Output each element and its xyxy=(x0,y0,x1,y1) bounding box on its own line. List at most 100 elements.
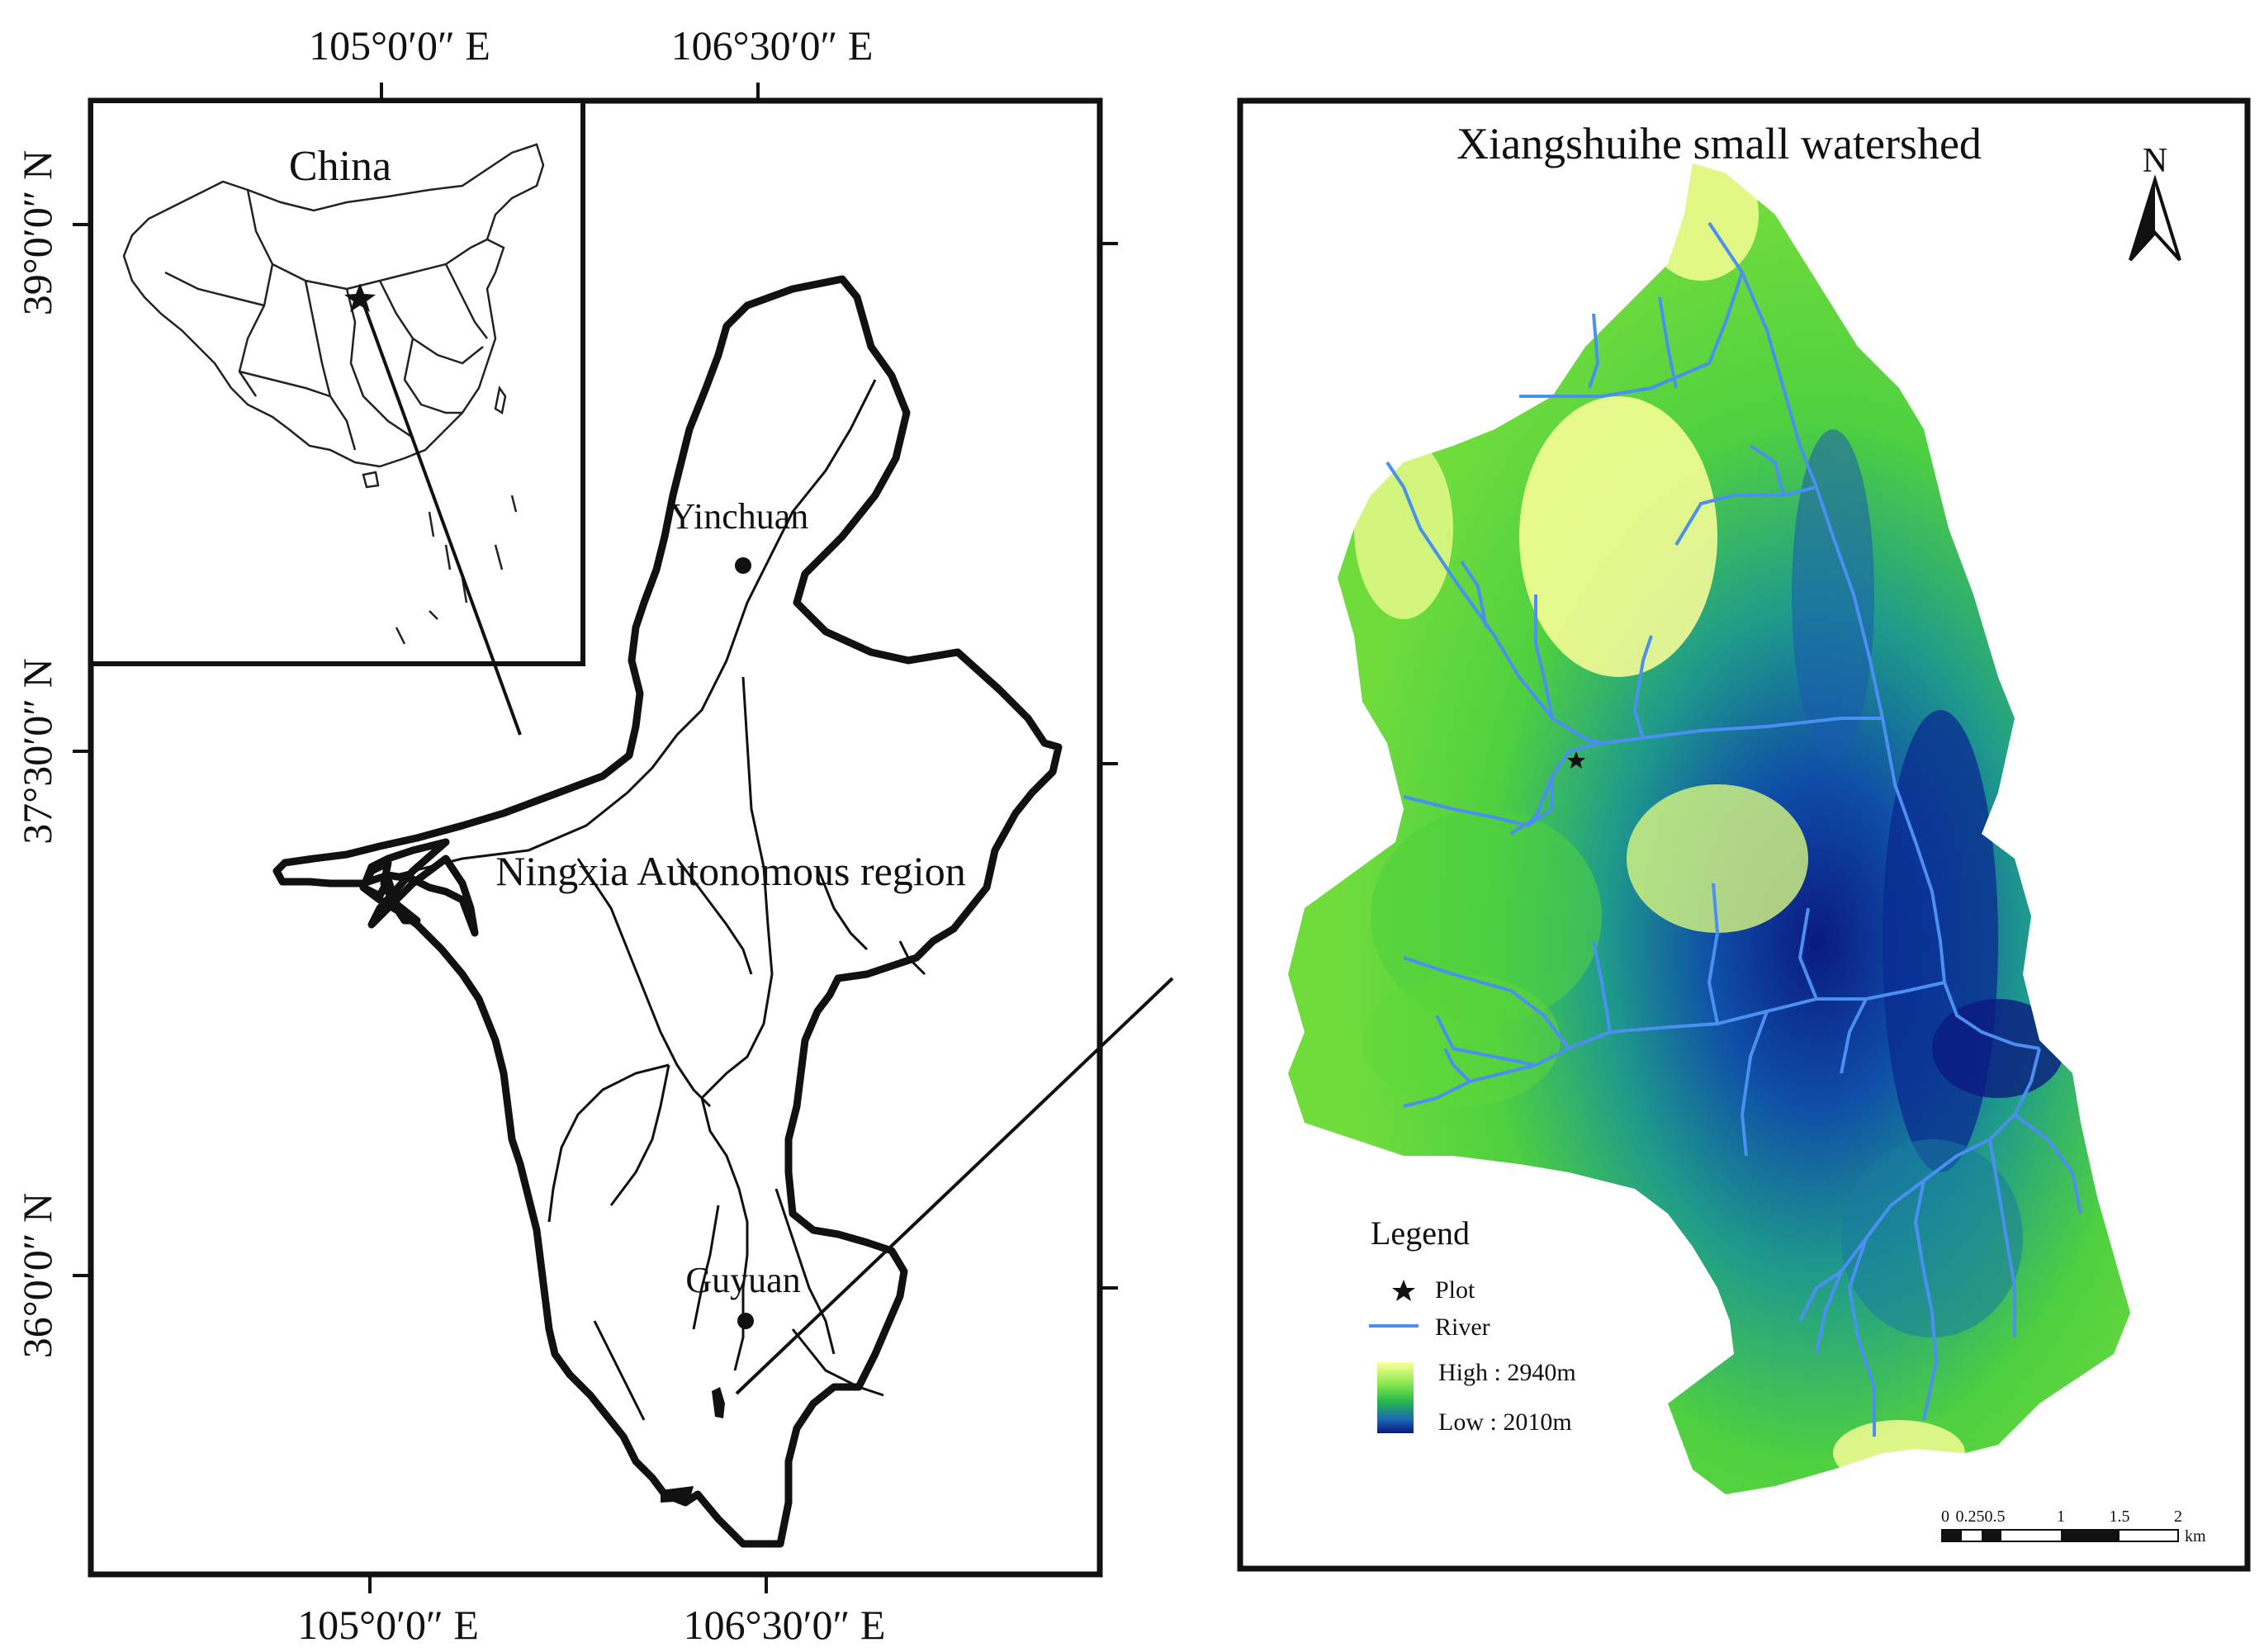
tributary-22 xyxy=(1914,1180,1938,1421)
legend: Legend Plot River High : 2940m Low : 201… xyxy=(1369,1214,1576,1436)
tributary-14 xyxy=(1798,907,1818,1000)
ridge-mid-1 xyxy=(1371,809,1602,1024)
ningxia-rivers xyxy=(395,379,926,1421)
scalebar-tick-4: 1.5 xyxy=(2110,1508,2130,1526)
scalebar-outline xyxy=(1941,1529,2179,1542)
south-china-sea-islands xyxy=(395,495,518,645)
ridge-high-4 xyxy=(1627,784,1808,933)
legend-plot-icon xyxy=(1392,1280,1415,1301)
scalebar-tick-3: 1 xyxy=(2057,1508,2065,1526)
inset-leader-line xyxy=(358,293,522,736)
region-label: Ningxia Autonomous region xyxy=(495,848,965,894)
left-axis-ticks xyxy=(73,83,1118,1593)
river-branch-4 xyxy=(609,1064,670,1206)
tributary-10 xyxy=(1633,635,1653,740)
river-branch-9 xyxy=(816,866,869,951)
tributary-12 xyxy=(1403,981,1945,1108)
tributary-8 xyxy=(1534,594,1554,719)
china-outline xyxy=(122,143,545,645)
tributary-18 xyxy=(1443,1048,1471,1083)
ningxia-boundary xyxy=(272,275,1063,1548)
valley-outlet xyxy=(1932,999,2064,1098)
north-label: N xyxy=(2143,142,2167,180)
tributary-1 xyxy=(1519,272,1744,398)
tributary-15 xyxy=(1592,940,1612,1033)
river-branch-1 xyxy=(576,858,712,1108)
yinchuan-label: Yinchuan xyxy=(670,496,809,537)
scalebar-tick-1: 0.25 xyxy=(1956,1508,1985,1526)
china-provinces-4 xyxy=(378,280,484,365)
watershed-leader-line xyxy=(735,977,1174,1395)
river-branch-6 xyxy=(791,1328,884,1397)
river-branch-3 xyxy=(547,1063,670,1223)
southern-marker xyxy=(661,1486,694,1503)
bottom-label-1065: 106°30′0″ E xyxy=(684,1602,886,1648)
tributary-5 xyxy=(1749,444,1785,496)
guyuan-label: Guyuan xyxy=(685,1260,800,1300)
scalebar-tick-5: 2 xyxy=(2174,1508,2182,1526)
tributary-2 xyxy=(1658,296,1678,389)
china-provinces-3 xyxy=(345,288,414,439)
scalebar-tick-2: 0.5 xyxy=(1985,1508,2006,1526)
legend-title: Legend xyxy=(1371,1214,1470,1252)
hainan xyxy=(362,471,380,489)
top-label-105: 105°0′0″ E xyxy=(309,22,490,69)
valley-upper xyxy=(1792,429,1874,760)
tributary-17 xyxy=(1435,1015,1537,1067)
tributary-24 xyxy=(2013,1113,2082,1214)
tributary-4 xyxy=(1674,485,1817,547)
tributary-23 xyxy=(1988,1138,2016,1337)
plot-star-icon xyxy=(1567,751,1585,769)
river-branch-2 xyxy=(675,858,753,975)
china-provinces-1 xyxy=(246,189,488,291)
tributary-16 xyxy=(1403,956,1570,1050)
top-label-1065: 106°30′0″ E xyxy=(671,22,874,69)
watershed-rivers xyxy=(1385,221,2082,1437)
scalebar-seg-3 xyxy=(2061,1530,2120,1541)
left-map: 105°0′0″ E 106°30′0″ E 105°0′0″ E 106°30… xyxy=(14,22,1174,1648)
river-branch-7 xyxy=(692,1205,720,1330)
china-provinces-5 xyxy=(403,338,462,414)
qingshui-river xyxy=(700,676,774,1371)
left-label-375: 37°30′0″ N xyxy=(14,658,60,844)
tributary-25 xyxy=(1848,1238,1876,1437)
china-provinces-8 xyxy=(444,263,488,339)
legend-plot-label: Plot xyxy=(1435,1276,1475,1304)
legend-elevation-ramp xyxy=(1377,1362,1414,1433)
china-label: China xyxy=(289,143,391,190)
ridge-mid-2 xyxy=(1362,974,1561,1106)
scalebar-seg-1 xyxy=(1942,1530,1962,1541)
china-provinces-6 xyxy=(304,280,357,451)
ridge-high-1 xyxy=(1519,396,1717,677)
left-map-frame xyxy=(88,97,1103,1578)
yinchuan-dot xyxy=(735,557,751,574)
guyuan-dot xyxy=(737,1313,754,1329)
bottom-label-105: 105°0′0″ E xyxy=(297,1602,479,1648)
china-provinces-9 xyxy=(239,370,331,398)
river-branch-5 xyxy=(774,1188,836,1355)
tributary-6 xyxy=(1385,461,1883,745)
tributary-9 xyxy=(1403,741,1603,827)
china-inset-frame xyxy=(88,98,585,666)
tributary-7 xyxy=(1460,560,1488,628)
scalebar-seg-2 xyxy=(1982,1530,2001,1541)
study-area-marker xyxy=(712,1387,725,1418)
tributary-13 xyxy=(1707,883,1719,1025)
scalebar-unit: km xyxy=(2185,1527,2206,1545)
tributary-20 xyxy=(1840,998,1868,1074)
tributary-11 xyxy=(1509,775,1554,835)
north-arrow: N xyxy=(2129,142,2181,262)
tributary-3 xyxy=(1588,313,1599,389)
valley-south xyxy=(1841,1139,2023,1337)
legend-river-label: River xyxy=(1435,1314,1490,1341)
tributary-19 xyxy=(1741,1011,1769,1157)
left-label-39: 39°0′0″ N xyxy=(14,150,60,315)
china-border xyxy=(122,143,545,468)
legend-high-label: High : 2940m xyxy=(1438,1359,1576,1386)
yellow-river xyxy=(395,379,877,877)
river-branch-8 xyxy=(593,1320,646,1421)
legend-low-label: Low : 2010m xyxy=(1438,1408,1572,1436)
china-provinces-2 xyxy=(238,263,274,397)
north-arrow-fill xyxy=(2130,180,2155,260)
